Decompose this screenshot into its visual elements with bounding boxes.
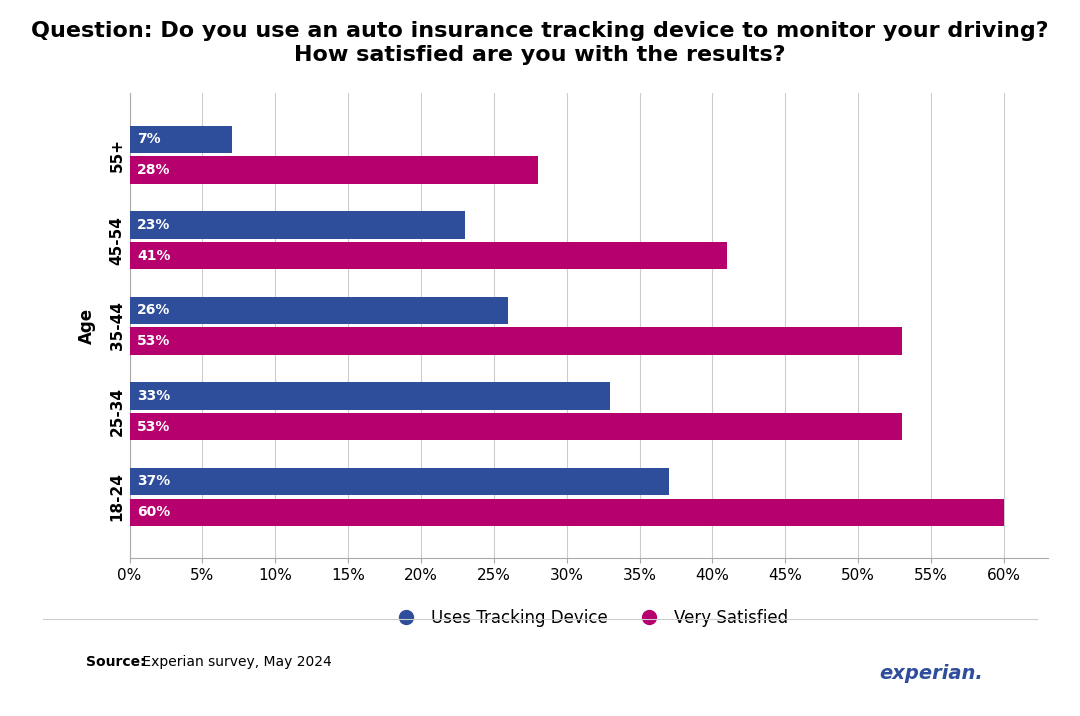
Text: 33%: 33% (137, 389, 171, 403)
Bar (130, 296, 509, 324)
Text: 7%: 7% (137, 132, 161, 146)
Bar (130, 211, 464, 238)
Text: experian.: experian. (879, 664, 983, 682)
Text: 53%: 53% (137, 334, 171, 348)
Text: 28%: 28% (137, 163, 171, 177)
Text: Source:: Source: (86, 655, 146, 669)
Text: 41%: 41% (137, 248, 171, 263)
Text: 37%: 37% (137, 475, 171, 488)
Bar (130, 498, 1004, 526)
Legend: Uses Tracking Device, Very Satisfied: Uses Tracking Device, Very Satisfied (382, 603, 795, 634)
Bar (130, 242, 727, 269)
Bar (130, 327, 902, 355)
Bar (130, 125, 231, 153)
Text: 26%: 26% (137, 304, 171, 317)
Bar (130, 156, 538, 184)
Bar (130, 413, 902, 440)
Text: Question: Do you use an auto insurance tracking device to monitor your driving?
: Question: Do you use an auto insurance t… (31, 21, 1049, 64)
Text: 23%: 23% (137, 218, 171, 232)
Bar (130, 382, 610, 410)
Text: 53%: 53% (137, 420, 171, 434)
Bar (130, 468, 669, 495)
Y-axis label: Age: Age (78, 308, 96, 344)
Text: 60%: 60% (137, 505, 171, 519)
Text: Experian survey, May 2024: Experian survey, May 2024 (138, 655, 332, 669)
